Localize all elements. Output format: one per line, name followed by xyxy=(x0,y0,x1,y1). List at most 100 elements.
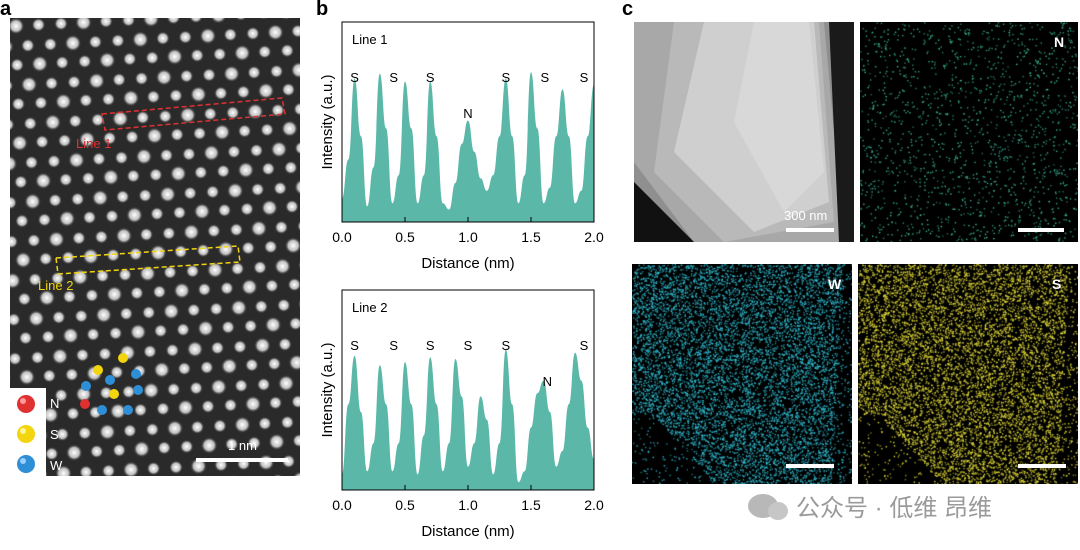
legend-w-icon xyxy=(14,452,38,481)
stem-atom xyxy=(47,230,65,248)
stem-atom xyxy=(232,339,247,354)
stem-atom xyxy=(213,123,231,141)
stem-atom xyxy=(105,285,123,303)
n-map-label: N xyxy=(1054,34,1065,50)
stem-atom xyxy=(237,124,252,138)
stem-atom xyxy=(159,185,177,203)
stem-atom xyxy=(240,202,254,216)
peak-label: S xyxy=(350,70,359,85)
stem-atom xyxy=(74,309,89,324)
model-atom xyxy=(97,405,107,415)
stem-atom xyxy=(284,237,300,255)
stem-atom xyxy=(280,18,292,21)
stem-atom xyxy=(90,112,105,127)
stem-atom xyxy=(193,202,211,220)
stem-atom xyxy=(141,305,156,320)
stem-scale-bar xyxy=(196,458,288,462)
stem-atom xyxy=(51,310,66,325)
stem-atom xyxy=(55,427,70,442)
stem-atom xyxy=(119,306,134,321)
stem-atom xyxy=(122,423,137,438)
stem-atom xyxy=(233,416,251,434)
stem-atom xyxy=(223,398,238,413)
stem-atom xyxy=(257,82,275,100)
stem-atom xyxy=(125,130,140,144)
stem-atom xyxy=(253,260,268,275)
stem-atom xyxy=(38,251,53,266)
stem-atom xyxy=(122,52,137,66)
stem-atom xyxy=(169,460,184,475)
stem-atom xyxy=(297,298,300,310)
stem-atom xyxy=(98,51,116,69)
stem-atom xyxy=(138,188,153,203)
peak-label: S xyxy=(389,338,398,353)
stem-atom xyxy=(179,106,197,124)
stem-atom xyxy=(67,75,82,90)
stem-atom xyxy=(189,381,204,396)
stem-atom xyxy=(57,133,72,148)
legend-n-label: N xyxy=(50,396,60,411)
stem-atom xyxy=(135,110,150,125)
stem-atom xyxy=(199,360,214,375)
stem-atom xyxy=(182,223,200,241)
stem-atom xyxy=(65,444,83,462)
stem-atom xyxy=(71,231,86,246)
model-atom xyxy=(105,375,115,385)
stem-atom xyxy=(142,382,160,399)
stem-atom xyxy=(273,181,288,196)
stem-atom xyxy=(163,265,178,280)
stem-atom xyxy=(110,33,125,48)
stem-atom xyxy=(62,327,80,345)
stem-atom xyxy=(210,18,227,24)
stem-atom xyxy=(77,426,92,441)
stem-atom xyxy=(193,165,208,180)
model-atom xyxy=(109,389,119,399)
stem-atom xyxy=(155,31,170,46)
stem-atom xyxy=(169,165,187,183)
x-tick-label: 2.0 xyxy=(584,497,604,513)
stem-atom xyxy=(102,168,120,186)
stem-scale-label: 1 nm xyxy=(228,438,257,453)
stem-atom xyxy=(89,444,104,459)
stem-atom xyxy=(217,203,232,218)
stem-atom xyxy=(43,37,58,52)
stem-atom xyxy=(202,67,217,82)
n-eds-dots xyxy=(860,22,1078,242)
stem-atom xyxy=(48,193,63,208)
model-atom xyxy=(131,369,141,379)
profile-area xyxy=(342,349,594,490)
haadf-scale-label: 300 nm xyxy=(784,208,828,223)
stem-atom xyxy=(229,222,244,237)
stem-atom xyxy=(159,148,174,163)
stem-atom xyxy=(287,277,300,292)
stem-atom xyxy=(10,351,22,366)
profile-area xyxy=(342,72,594,222)
stem-atom xyxy=(247,65,262,80)
stem-atom xyxy=(267,356,282,371)
stem-atom xyxy=(109,402,127,420)
stem-atom xyxy=(112,443,127,458)
stem-atom xyxy=(126,206,143,224)
stem-atom xyxy=(20,38,35,53)
stem-atom xyxy=(102,131,117,146)
stem-atom xyxy=(13,175,28,189)
stem-atom xyxy=(166,48,184,66)
stem-atom xyxy=(122,89,140,107)
n-eds-map: N xyxy=(860,22,1078,242)
stem-atom xyxy=(190,48,205,63)
stem-atom xyxy=(145,50,160,65)
stem-atom xyxy=(285,199,299,214)
stem-atom xyxy=(23,116,38,131)
model-atom xyxy=(80,399,90,409)
stem-atom xyxy=(64,34,82,52)
stem-atom xyxy=(42,368,57,383)
stem-atom xyxy=(228,474,238,476)
stem-atom xyxy=(201,399,215,414)
watermark-text: 公众号 · 低维 昂维 xyxy=(796,495,992,522)
stem-atom xyxy=(153,361,171,379)
stem-atom xyxy=(205,184,220,199)
stem-atom xyxy=(203,106,218,121)
stem-atom xyxy=(121,18,136,27)
stem-atom xyxy=(11,134,29,152)
stem-atom xyxy=(250,182,265,197)
